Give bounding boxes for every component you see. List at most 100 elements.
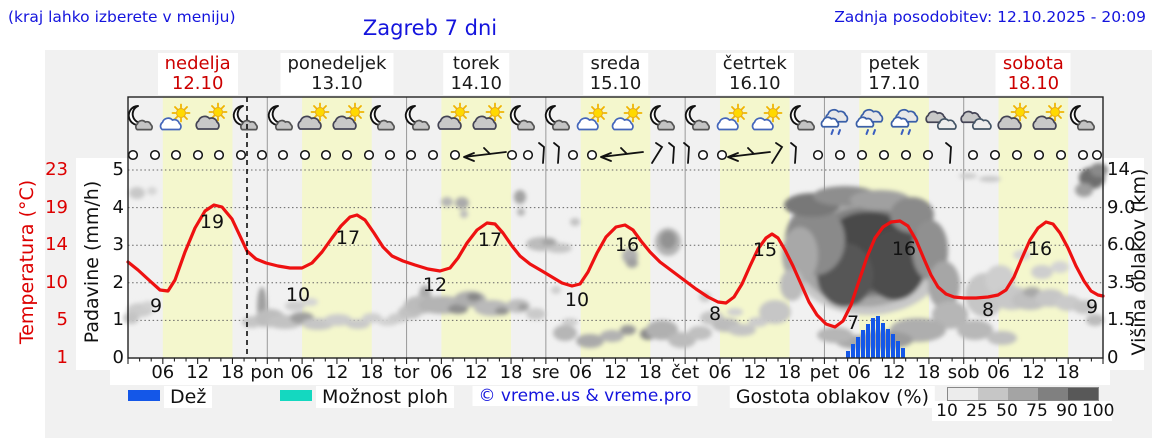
- wind-calm-circle-icon: [427, 149, 439, 161]
- temp-tick-label: 5: [56, 309, 68, 331]
- temperature-value-label: 10: [286, 284, 310, 306]
- wind-calm-circle-icon: [1077, 149, 1089, 161]
- moon-cloud-icon: [404, 105, 430, 131]
- time-tick-label: 06: [429, 362, 453, 383]
- daytime-band: [162, 97, 233, 358]
- density-tick-label: 10: [936, 401, 958, 421]
- temperature-value-label: 16: [615, 234, 639, 256]
- cloud-blob: [1031, 265, 1053, 279]
- page-title: Zagreb 7 dni: [362, 16, 498, 40]
- time-tick-label: 12: [604, 362, 627, 383]
- day-name: torek: [452, 53, 500, 74]
- cloud-sun-icon: [997, 102, 1030, 130]
- day-date: 17.10: [868, 73, 920, 94]
- wind-calm-circle-icon: [989, 149, 1001, 161]
- cloud-blob: [551, 286, 561, 294]
- wind-wind-barb-slant-icon: [771, 142, 784, 164]
- temperature-value-label: 8: [709, 303, 721, 325]
- moon-cloud-icon: [509, 105, 535, 131]
- density-tick-label: 100: [1082, 401, 1115, 421]
- moon-cloud-icon: [649, 105, 675, 131]
- wind-calm-circle-icon: [277, 149, 289, 161]
- wind-calm-circle-icon: [506, 149, 518, 161]
- time-tick-label: 18: [638, 362, 662, 383]
- time-tick-label: 18: [360, 362, 384, 383]
- day-header-sreda: sreda 15.10: [582, 53, 649, 95]
- cloud-blob: [123, 312, 139, 324]
- temp-tick-label: 10: [45, 271, 68, 293]
- copyright-link[interactable]: © vreme.us & vreme.pro: [472, 386, 698, 406]
- precip-tick-label: 1: [112, 309, 124, 331]
- rain-bar: [901, 348, 905, 358]
- density-tick-label: 90: [1056, 401, 1078, 421]
- temperature-value-label: 9: [150, 295, 162, 317]
- temperature-value-label: 7: [847, 312, 859, 334]
- rain-cloud-icon: [820, 108, 849, 135]
- moon-cloud-icon: [789, 105, 815, 131]
- day-header-ponedeljek: ponedeljek 13.10: [280, 53, 394, 95]
- day-name: nedelja: [164, 53, 231, 74]
- time-tick-label: 12: [743, 362, 767, 383]
- rain-cloud-icon: [890, 108, 919, 135]
- moon-cloud-icon: [369, 105, 395, 131]
- wind-calm-circle-icon: [922, 149, 934, 161]
- cloud-blob: [1051, 261, 1069, 273]
- wind-calm-circle-icon: [384, 149, 396, 161]
- time-tick-label: 06: [290, 362, 314, 383]
- wind-wind-barb-slant-icon: [651, 142, 664, 164]
- showers-legend-label: Možnost ploh: [316, 386, 455, 408]
- rain-bar: [891, 334, 895, 358]
- rain-legend-label: Dež: [164, 386, 213, 408]
- wind-wind-barb-vertical-icon: [945, 142, 952, 164]
- temp-tick-label: 14: [45, 234, 68, 256]
- moon-cloud-icon: [544, 105, 570, 131]
- cloud-blob: [553, 325, 577, 341]
- time-tick-label: sob: [947, 362, 980, 383]
- time-tick-label: sre: [532, 362, 560, 383]
- rain-bar: [866, 324, 870, 358]
- wind-calm-circle-icon: [170, 149, 182, 161]
- temperature-value-label: 17: [336, 227, 360, 249]
- cloud-density-ticks: 10 25 50 75 90 100: [932, 401, 1115, 421]
- cloud-sun-icon: [297, 102, 330, 130]
- cloud-sun-icon: [332, 102, 365, 130]
- time-tick-label: 12: [882, 362, 906, 383]
- temperature-value-label: 12: [423, 274, 447, 296]
- day-header-sobota: sobota 18.10: [995, 53, 1071, 95]
- cloud-blob: [728, 324, 756, 336]
- cloud-height-tick-label: 0: [1107, 347, 1119, 368]
- day-date: 18.10: [1007, 73, 1060, 94]
- rain-bar: [851, 344, 855, 358]
- rain-bar: [871, 318, 875, 358]
- wind-calm-circle-icon: [363, 149, 375, 161]
- moon-cloud-icon: [232, 105, 258, 131]
- sun-cloud-icon: [611, 103, 643, 131]
- day-name: četrtek: [722, 53, 787, 74]
- density-scale-segment: [948, 388, 978, 400]
- density-tick-label: 75: [1026, 401, 1048, 421]
- time-tick-label: 12: [186, 362, 210, 383]
- cloud-blob: [957, 320, 993, 340]
- cloud-blob: [441, 197, 453, 207]
- temperature-value-label: 19: [200, 211, 224, 233]
- wind-calm-circle-icon: [716, 149, 728, 161]
- daytime-band: [441, 97, 512, 358]
- temperature-value-label: 17: [478, 229, 502, 251]
- cloud-blob: [1073, 300, 1095, 314]
- time-tick-label: čet: [671, 362, 700, 383]
- cloud-blob: [526, 308, 546, 320]
- wind-calm-circle-icon: [192, 149, 204, 161]
- wind-calm-circle-icon: [405, 149, 417, 161]
- left-ticks-background: [76, 158, 128, 370]
- cloud-sun-icon: [195, 102, 228, 130]
- cloud-sun-icon: [1032, 102, 1065, 130]
- wind-calm-circle-icon: [1011, 149, 1023, 161]
- cloud-blob: [668, 332, 696, 348]
- cloud-blob: [129, 187, 145, 199]
- cloud-blob: [1090, 163, 1108, 177]
- rain-bar: [896, 341, 900, 358]
- wind-calm-circle-icon: [834, 149, 846, 161]
- cloud-blob: [646, 320, 678, 340]
- clouds-icon: [925, 110, 957, 130]
